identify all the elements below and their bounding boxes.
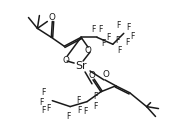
Text: O: O	[63, 56, 70, 65]
Text: O: O	[89, 71, 95, 80]
Text: F: F	[118, 46, 122, 55]
Text: O: O	[49, 13, 56, 22]
Text: F: F	[66, 112, 70, 121]
Text: F: F	[107, 33, 111, 42]
Text: Sr: Sr	[75, 61, 87, 71]
Text: F: F	[41, 88, 46, 97]
Text: F: F	[130, 32, 135, 41]
Text: O: O	[85, 46, 91, 55]
Text: F: F	[93, 92, 97, 101]
Text: F: F	[117, 21, 121, 30]
Text: F: F	[83, 107, 87, 116]
Text: F: F	[77, 106, 81, 115]
Text: F: F	[41, 106, 46, 115]
Text: F: F	[93, 102, 97, 111]
Text: F: F	[102, 39, 106, 48]
Text: F: F	[116, 36, 120, 45]
Text: O: O	[102, 70, 109, 79]
Text: F: F	[46, 104, 51, 113]
Text: F: F	[99, 25, 103, 34]
Text: F: F	[125, 38, 130, 47]
Text: F: F	[91, 25, 95, 34]
Text: F: F	[39, 98, 44, 107]
Text: F: F	[76, 96, 80, 105]
Text: F: F	[127, 23, 131, 32]
